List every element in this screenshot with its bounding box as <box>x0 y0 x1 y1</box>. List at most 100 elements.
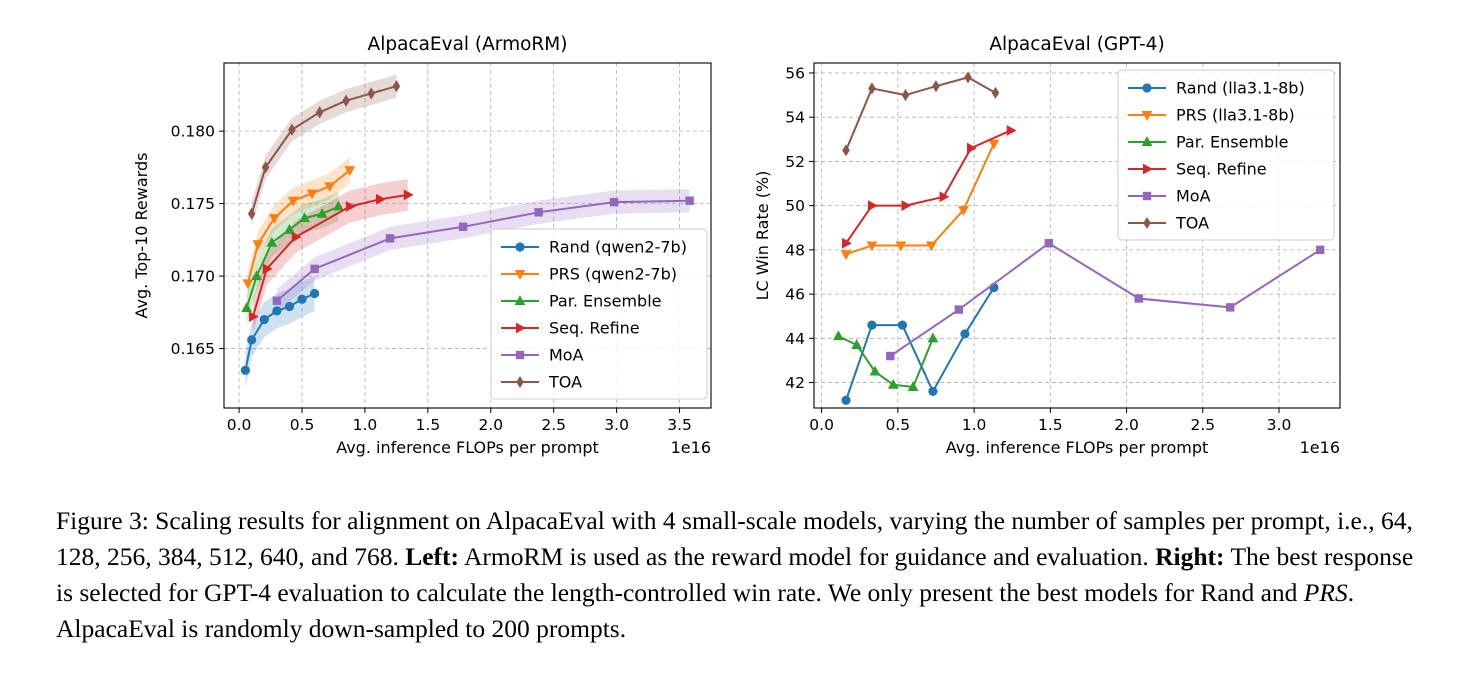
caption-text-4: . AlpacaEval is randomly down-sampled to… <box>56 578 1355 643</box>
y-tick-label: 0.170 <box>171 268 215 286</box>
y-axis-label: Avg. Top-10 Rewards <box>132 153 151 319</box>
data-point-moa <box>272 296 282 305</box>
data-point-toa <box>367 87 376 100</box>
band-rand-qwen2-7b <box>245 276 315 388</box>
data-point-rand-qwen2-7b <box>247 335 257 345</box>
x-tick-label: 3.0 <box>604 416 629 434</box>
data-point-prs-lla3-1-8b <box>840 250 852 261</box>
x-tick-label: 1.0 <box>353 416 378 434</box>
legend-marker-prs-qwen2-7b <box>514 269 526 280</box>
data-point-seq-refine <box>939 191 950 203</box>
series-line-seq-refine <box>845 129 1012 244</box>
legend-label-seq-refine: Seq. Refine <box>549 319 640 338</box>
data-point-par-ensemble <box>299 212 310 223</box>
x-tick-label: 2.0 <box>1114 416 1139 434</box>
data-point-par-ensemble <box>316 207 328 218</box>
x-tick-label: 3.0 <box>1267 416 1292 434</box>
legend-marker-seq-refine <box>1143 163 1153 175</box>
legend-label-seq-refine: Seq. Refine <box>1176 160 1267 179</box>
series-line-rand-lla3-1-8b <box>845 286 995 401</box>
data-point-moa <box>534 208 543 217</box>
x-tick-label: 3.5 <box>667 416 692 434</box>
legend-label-moa: MoA <box>549 346 584 365</box>
y-axis-label: LC Win Rate (%) <box>753 171 772 301</box>
chart-title: AlpacaEval (GPT-4) <box>989 34 1164 55</box>
data-point-seq-refine <box>967 142 977 154</box>
data-point-prs-lla3-1-8b <box>866 241 878 252</box>
x-axis-label: Avg. inference FLOPs per prompt <box>946 438 1209 457</box>
legend-marker-seq-refine <box>516 322 526 334</box>
y-tick-label: 0.180 <box>171 123 215 141</box>
data-point-moa <box>310 264 319 274</box>
data-point-moa <box>609 197 619 207</box>
data-point-par-ensemble <box>333 200 344 211</box>
y-tick-label: 56 <box>785 64 805 82</box>
data-point-moa <box>886 351 895 361</box>
y-tick-label: 48 <box>785 241 805 259</box>
legend-marker-prs-lla3-1-8b <box>1141 111 1153 121</box>
data-point-rand-qwen2-7b <box>297 294 307 304</box>
data-point-par-ensemble <box>251 270 263 281</box>
data-point-par-ensemble <box>851 339 863 349</box>
data-point-toa <box>315 106 324 119</box>
legend: Rand (qwen2-7b) PRS (qwen2-7b) Par. Ensemb… <box>490 228 708 400</box>
data-point-seq-refine <box>345 201 356 212</box>
series-line-seq-refine <box>251 193 408 317</box>
chart-right-gpt4: 0.0 0.5 1.0 1.5 2.0 2.5 3.0 42 44 46 48 50 52 54 56 Alp… <box>753 34 1341 457</box>
data-point-prs-qwen2-7b <box>287 196 299 207</box>
y-tick-label: 0.175 <box>171 195 215 213</box>
x-tick-label: 0.0 <box>227 416 252 434</box>
legend-label-rand-lla3-1-8b: Rand (lla3.1-8b) <box>1176 79 1305 98</box>
data-point-par-ensemble <box>284 223 295 234</box>
legend-label-prs-qwen2-7b: PRS (qwen2-7b) <box>549 265 677 284</box>
caption-text-2: ArmoRM is used as the reward model for g… <box>459 542 1156 571</box>
legend-marker-moa <box>515 350 525 360</box>
data-point-prs-qwen2-7b <box>268 214 280 224</box>
chart-title: AlpacaEval (ArmoRM) <box>368 34 568 55</box>
series-line-moa <box>889 242 1321 357</box>
caption-prs: PRS <box>1303 578 1348 607</box>
y-tick-label: 54 <box>785 109 805 127</box>
legend-label-prs-lla3-1-8b: PRS (lla3.1-8b) <box>1176 106 1295 125</box>
data-point-moa <box>954 305 964 314</box>
data-point-rand-qwen2-7b <box>259 314 269 325</box>
figure: 0.0 0.5 1.0 1.5 2.0 2.5 3.0 3.5 0.165 0.170 0.175 0… <box>132 34 1341 457</box>
data-point-prs-lla3-1-8b <box>926 241 937 252</box>
x-axis-label: Avg. inference FLOPs per prompt <box>336 438 599 457</box>
data-point-toa <box>964 71 972 84</box>
y-tick-label: 52 <box>785 153 805 171</box>
data-point-prs-lla3-1-8b <box>895 241 907 252</box>
legend-marker-moa <box>1142 191 1152 201</box>
data-point-toa <box>991 86 1000 99</box>
data-point-rand-lla3-1-8b <box>928 386 938 397</box>
caption-text-1: Figure 3: Scaling results for alignment … <box>56 506 1413 571</box>
y-tick-label: 46 <box>785 286 805 304</box>
legend-label-toa: TOA <box>548 373 582 392</box>
band-prs-qwen2-7b <box>247 157 350 297</box>
data-point-prs-lla3-1-8b <box>988 139 1000 150</box>
legend-marker-par-ensemble <box>1141 136 1153 147</box>
data-point-rand-lla3-1-8b <box>841 395 851 405</box>
caption-left-label: Left: <box>405 542 460 571</box>
legend-frame <box>1117 69 1335 241</box>
x-offset-label: 1e16 <box>1300 438 1340 457</box>
x-tick-label: 1.5 <box>416 416 441 434</box>
legend-marker-rand-qwen2-7b <box>515 242 525 252</box>
x-tick-label: 2.0 <box>478 416 503 434</box>
data-point-moa <box>458 222 468 232</box>
caption-text-3: The best response is selected for GPT-4 … <box>56 542 1414 607</box>
data-point-seq-refine <box>262 263 273 275</box>
legend-marker-toa <box>1143 216 1151 230</box>
y-tick-label: 0.165 <box>171 340 215 358</box>
data-point-moa <box>1315 245 1325 255</box>
data-point-prs-qwen2-7b <box>324 182 336 193</box>
data-point-toa <box>932 80 940 93</box>
x-tick-label: 0.5 <box>886 416 911 434</box>
data-point-par-ensemble <box>833 330 844 341</box>
data-point-seq-refine <box>291 231 302 243</box>
x-tick-label: 0.5 <box>290 416 315 434</box>
data-point-toa <box>288 123 296 136</box>
x-tick-label: 2.5 <box>541 416 566 434</box>
data-point-toa <box>901 89 910 102</box>
data-point-seq-refine <box>901 200 912 212</box>
